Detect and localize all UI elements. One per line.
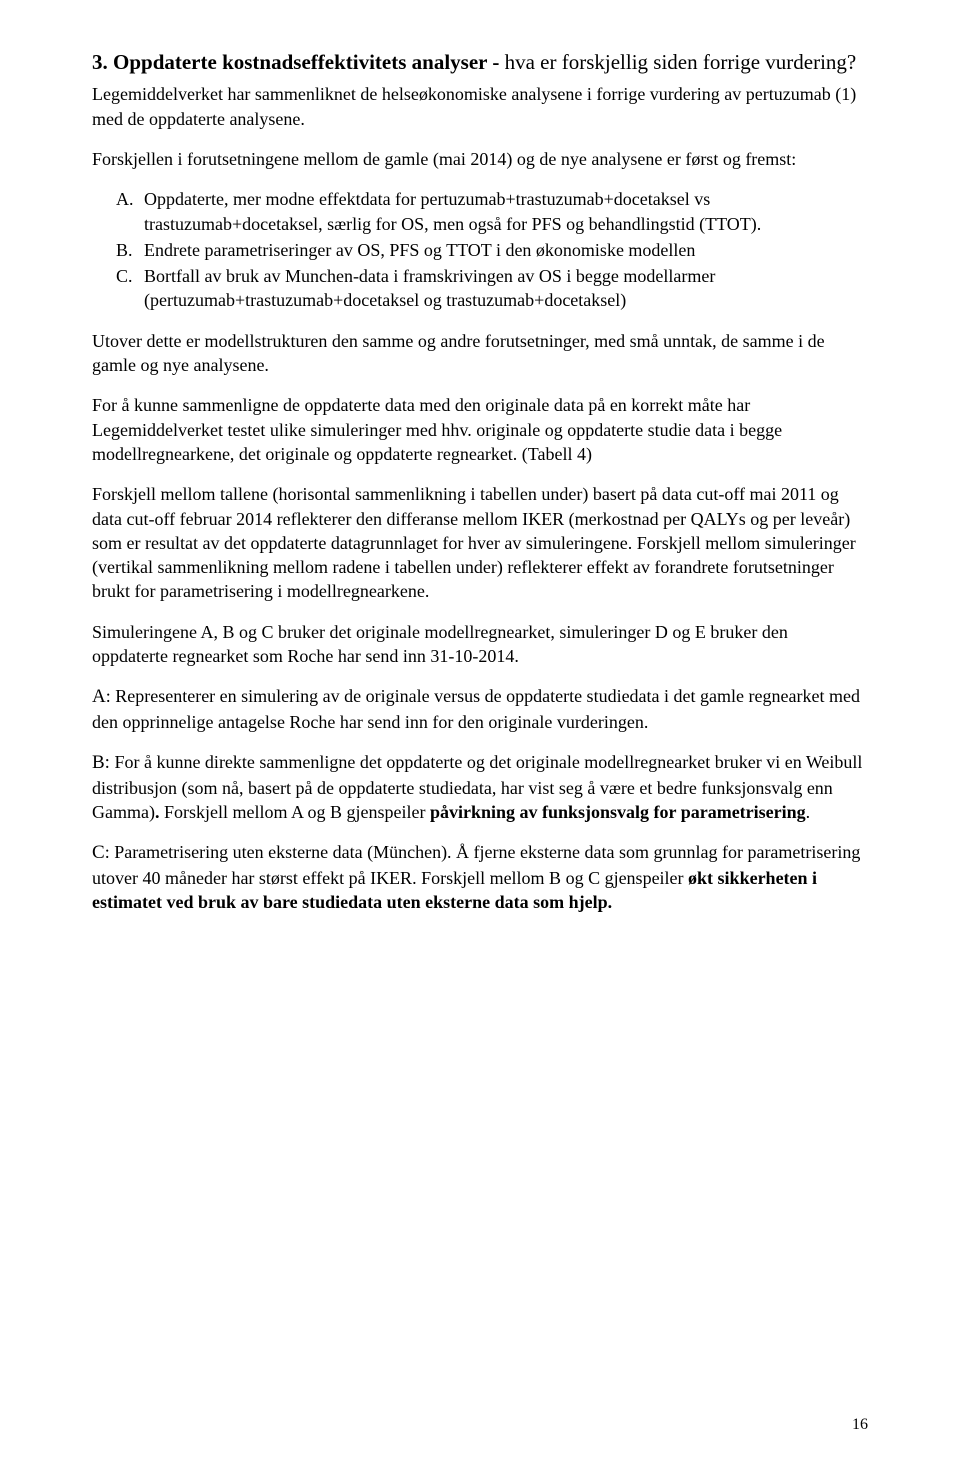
paragraph: Forskjellen i forutsetningene mellom de … [92, 147, 868, 171]
heading-prefix: 3. Oppdaterte kostnadseffektivitets anal… [92, 50, 505, 74]
paragraph-text: . [806, 802, 811, 822]
paragraph-text: Forskjell mellom A og B gjenspeiler [164, 802, 430, 822]
paragraph-a: A: Representerer en simulering av de ori… [92, 684, 868, 734]
heading-suffix: hva er forskjellig siden forrige vurderi… [505, 50, 857, 74]
lead-label: C [92, 842, 105, 863]
paragraph: Simuleringene A, B og C bruker det origi… [92, 620, 868, 669]
paragraph-c: C: Parametrisering uten eksterne data (M… [92, 840, 868, 914]
paragraph-b: B: For å kunne direkte sammenligne det o… [92, 750, 868, 824]
list-marker: C. [92, 264, 144, 313]
list-text: Bortfall av bruk av Munchen-data i frams… [144, 264, 868, 313]
list-text: Endrete parametriseringer av OS, PFS og … [144, 238, 868, 262]
bold-text: . [155, 802, 164, 822]
document-page: 3. Oppdaterte kostnadseffektivitets anal… [0, 0, 960, 1458]
paragraph: For å kunne sammenligne de oppdaterte da… [92, 393, 868, 466]
paragraph: Forskjell mellom tallene (horisontal sam… [92, 482, 868, 603]
paragraph-text: : Representerer en simulering av de orig… [92, 686, 860, 732]
lead-label: B: [92, 752, 110, 773]
list-item: C. Bortfall av bruk av Munchen-data i fr… [92, 264, 868, 313]
list-text: Oppdaterte, mer modne effektdata for per… [144, 187, 868, 236]
list-marker: B. [92, 238, 144, 262]
lead-label: A [92, 686, 106, 707]
paragraph: Legemiddelverket har sammenliknet de hel… [92, 82, 868, 131]
ordered-list: A. Oppdaterte, mer modne effektdata for … [92, 187, 868, 312]
list-marker: A. [92, 187, 144, 236]
page-number: 16 [852, 1416, 868, 1434]
bold-text: påvirkning av funksjonsvalg for parametr… [430, 802, 806, 822]
list-item: B. Endrete parametriseringer av OS, PFS … [92, 238, 868, 262]
paragraph: Utover dette er modellstrukturen den sam… [92, 329, 868, 378]
list-item: A. Oppdaterte, mer modne effektdata for … [92, 187, 868, 236]
section-heading: 3. Oppdaterte kostnadseffektivitets anal… [92, 48, 868, 76]
